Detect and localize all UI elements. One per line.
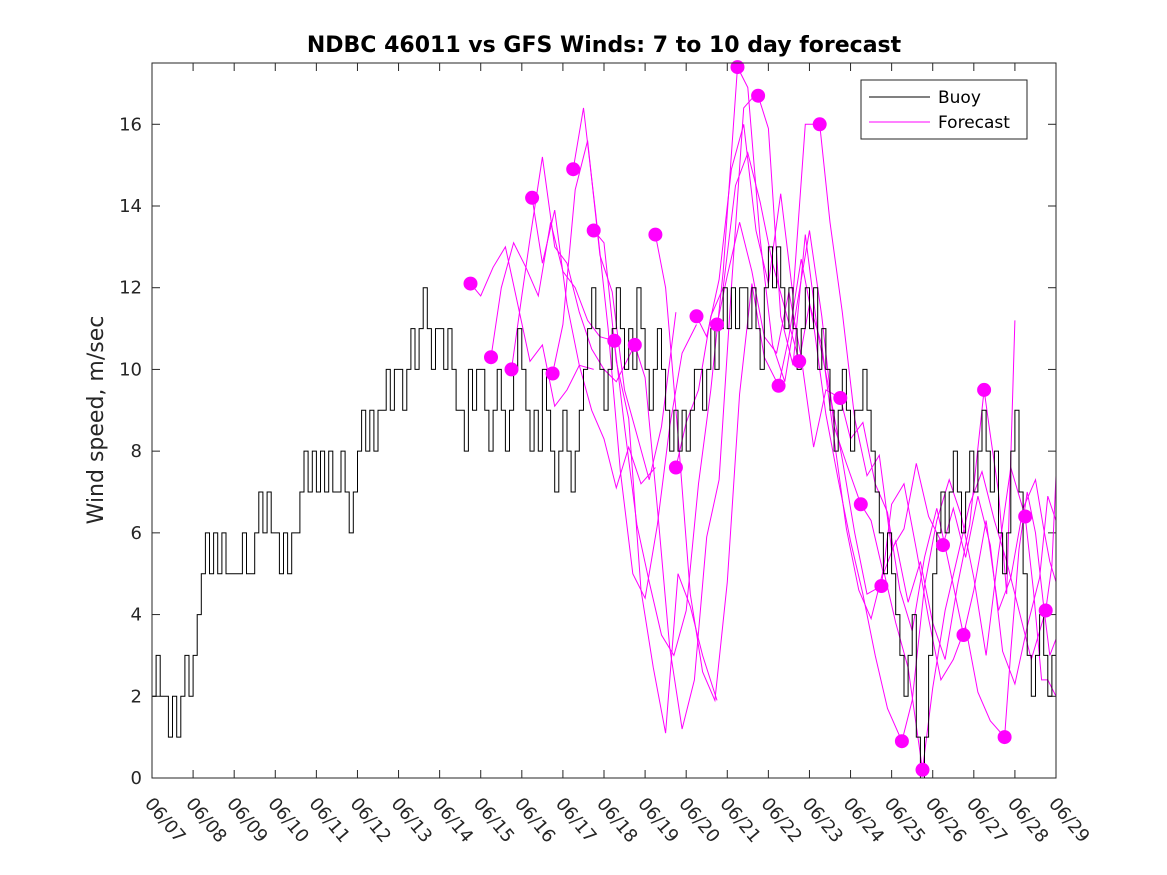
forecast-marker bbox=[710, 317, 724, 332]
forecast-line bbox=[942, 495, 1057, 686]
forecast-marker bbox=[853, 497, 868, 512]
plot-series bbox=[152, 60, 1057, 779]
y-tick-label: 2 bbox=[131, 686, 142, 707]
buoy-series bbox=[152, 246, 1057, 779]
y-tick-label: 8 bbox=[131, 441, 142, 462]
forecast-line bbox=[470, 245, 594, 408]
forecast-marker bbox=[463, 276, 478, 291]
forecast-marker bbox=[894, 734, 909, 749]
forecast-marker bbox=[484, 350, 498, 365]
y-tick-label: 10 bbox=[119, 359, 142, 380]
forecast-marker bbox=[689, 309, 704, 324]
forecast-marker bbox=[730, 60, 745, 75]
forecast-marker bbox=[1038, 603, 1053, 618]
forecast-marker bbox=[668, 460, 683, 475]
y-tick-label: 4 bbox=[131, 605, 142, 626]
forecast-marker bbox=[956, 628, 971, 642]
forecast-marker bbox=[607, 333, 622, 348]
forecast-marker bbox=[977, 382, 992, 397]
forecast-line bbox=[1024, 516, 1057, 697]
forecast-marker bbox=[586, 223, 601, 238]
forecast-marker bbox=[812, 117, 827, 132]
forecast-line bbox=[922, 469, 1047, 770]
legend-buoy-label: Buoy bbox=[938, 88, 981, 108]
forecast-line bbox=[1045, 475, 1057, 611]
forecast-markers bbox=[463, 60, 1053, 777]
forecast-marker bbox=[525, 190, 540, 205]
forecast-line bbox=[572, 107, 697, 600]
y-axis-label: Wind speed, m/sec bbox=[84, 316, 109, 525]
forecast-marker bbox=[648, 227, 663, 242]
forecast-line bbox=[860, 389, 985, 660]
forecast-line bbox=[696, 123, 820, 339]
y-tick-label: 12 bbox=[119, 278, 142, 299]
forecast-marker bbox=[874, 579, 889, 593]
forecast-marker bbox=[833, 391, 848, 405]
forecast-line bbox=[634, 91, 759, 730]
forecast-line bbox=[1004, 491, 1057, 738]
forecast-marker bbox=[504, 362, 519, 377]
forecast-marker bbox=[627, 337, 642, 352]
forecast-marker bbox=[751, 88, 766, 103]
y-tick-label: 0 bbox=[131, 768, 142, 789]
plot-area bbox=[152, 63, 1056, 778]
y-axis: 0 2 4 6 8 10 12 14 16 bbox=[119, 114, 1056, 789]
forecast-marker bbox=[792, 354, 807, 369]
forecast-marker bbox=[915, 762, 930, 777]
legend-box bbox=[860, 79, 1028, 140]
forecast-marker bbox=[997, 730, 1012, 745]
forecast-line bbox=[880, 482, 1005, 738]
forecast-marker bbox=[771, 378, 786, 393]
forecast-line bbox=[716, 222, 841, 448]
legend: Buoy Forecast bbox=[860, 79, 1028, 140]
y-tick-label: 16 bbox=[119, 114, 142, 135]
buoy-line bbox=[152, 246, 1057, 779]
forecast-marker bbox=[936, 538, 950, 553]
chart-title: NDBC 46011 vs GFS Winds: 7 to 10 day for… bbox=[307, 33, 902, 58]
y-tick-label: 6 bbox=[131, 523, 142, 544]
legend-forecast-label: Forecast bbox=[938, 113, 1010, 133]
forecast-marker bbox=[566, 162, 581, 177]
y-tick-label: 14 bbox=[119, 196, 142, 217]
forecast-line bbox=[963, 477, 1057, 636]
forecast-marker bbox=[1018, 509, 1033, 524]
forecast-line bbox=[778, 259, 903, 742]
forecast-line bbox=[531, 197, 656, 490]
plot-frame bbox=[151, 62, 1057, 779]
forecast-line bbox=[819, 124, 944, 551]
forecast-marker bbox=[545, 366, 560, 381]
